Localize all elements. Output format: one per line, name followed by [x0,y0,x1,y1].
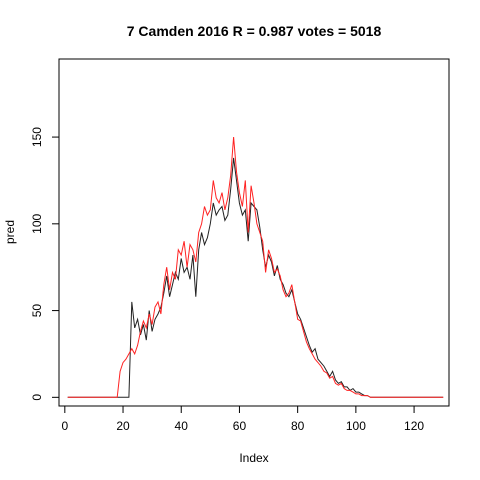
y-axis: 0 50 100 150 [30,127,60,401]
series-layer [67,137,444,398]
x-tick-label: 80 [291,419,305,433]
x-axis: 0 20 40 60 80 100 120 [61,405,424,433]
plot-frame [58,58,450,407]
x-tick-label: 0 [61,419,68,433]
x-tick-label: 120 [404,419,424,433]
y-tick-label: 50 [30,304,44,318]
series-line-2 [67,137,444,398]
y-tick-label: 0 [30,394,44,401]
x-tick-label: 60 [233,419,247,433]
y-axis-label: pred [3,220,17,244]
chart-title: 7 Camden 2016 R = 0.987 votes = 5018 [127,23,382,39]
x-tick-label: 20 [116,419,130,433]
x-axis-label: Index [239,451,268,465]
y-tick-label: 100 [30,213,44,233]
x-tick-label: 100 [346,419,366,433]
x-tick-label: 40 [175,419,189,433]
y-tick-label: 150 [30,127,44,147]
